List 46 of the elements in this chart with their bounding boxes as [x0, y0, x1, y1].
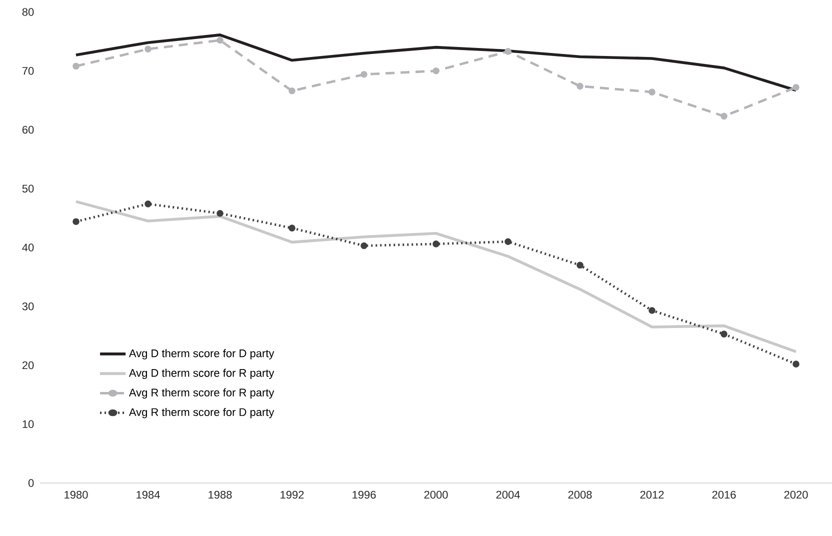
point: [576, 82, 584, 90]
y-tick-label: 50: [22, 184, 34, 193]
point: [792, 360, 800, 368]
x-tick-label: 2008: [568, 490, 592, 499]
point: [432, 240, 440, 248]
x-tick-label: 1992: [280, 490, 304, 499]
point: [216, 210, 224, 217]
y-tick-label: 0: [28, 479, 34, 487]
y-tick-label: 20: [22, 361, 34, 370]
point: [720, 330, 728, 338]
x-tick-label: 2000: [424, 490, 448, 499]
x-tick-label: 1988: [208, 490, 232, 499]
point: [216, 36, 224, 44]
y-tick-label: 60: [22, 126, 34, 134]
point: [144, 200, 152, 208]
point: [504, 238, 512, 246]
point: [288, 224, 296, 232]
legend-label: Avg D therm score for D party: [128, 349, 274, 360]
y-tick-label: 30: [22, 302, 34, 310]
y-tick-label: 40: [22, 244, 34, 252]
point: [792, 84, 800, 91]
point: [72, 62, 80, 70]
x-tick-label: 2004: [496, 490, 520, 499]
y-tick-label: 80: [22, 8, 34, 16]
point: [288, 87, 296, 94]
x-tick-label: 1980: [64, 490, 88, 499]
y-tick-label: 70: [22, 66, 34, 75]
legend-label: Avg R therm score for D party: [128, 408, 274, 418]
point: [360, 71, 368, 78]
point: [72, 218, 80, 225]
point: [576, 262, 584, 269]
point: [648, 88, 656, 96]
legend-label: Avg R therm score for R party: [128, 388, 274, 399]
x-tick-label: 1996: [352, 490, 376, 499]
y-tick-label: 10: [22, 420, 34, 428]
x-tick-label: 2016: [712, 490, 736, 499]
x-tick-label: 1984: [136, 490, 160, 499]
point: [432, 67, 440, 74]
legend-label: Avg D therm score for R party: [128, 368, 274, 379]
x-tick-label: 2012: [640, 490, 664, 499]
x-tick-label: 2020: [784, 490, 808, 499]
point: [360, 242, 368, 250]
point: [144, 46, 152, 52]
point: [648, 307, 656, 314]
point: [720, 112, 728, 120]
point: [504, 48, 512, 55]
